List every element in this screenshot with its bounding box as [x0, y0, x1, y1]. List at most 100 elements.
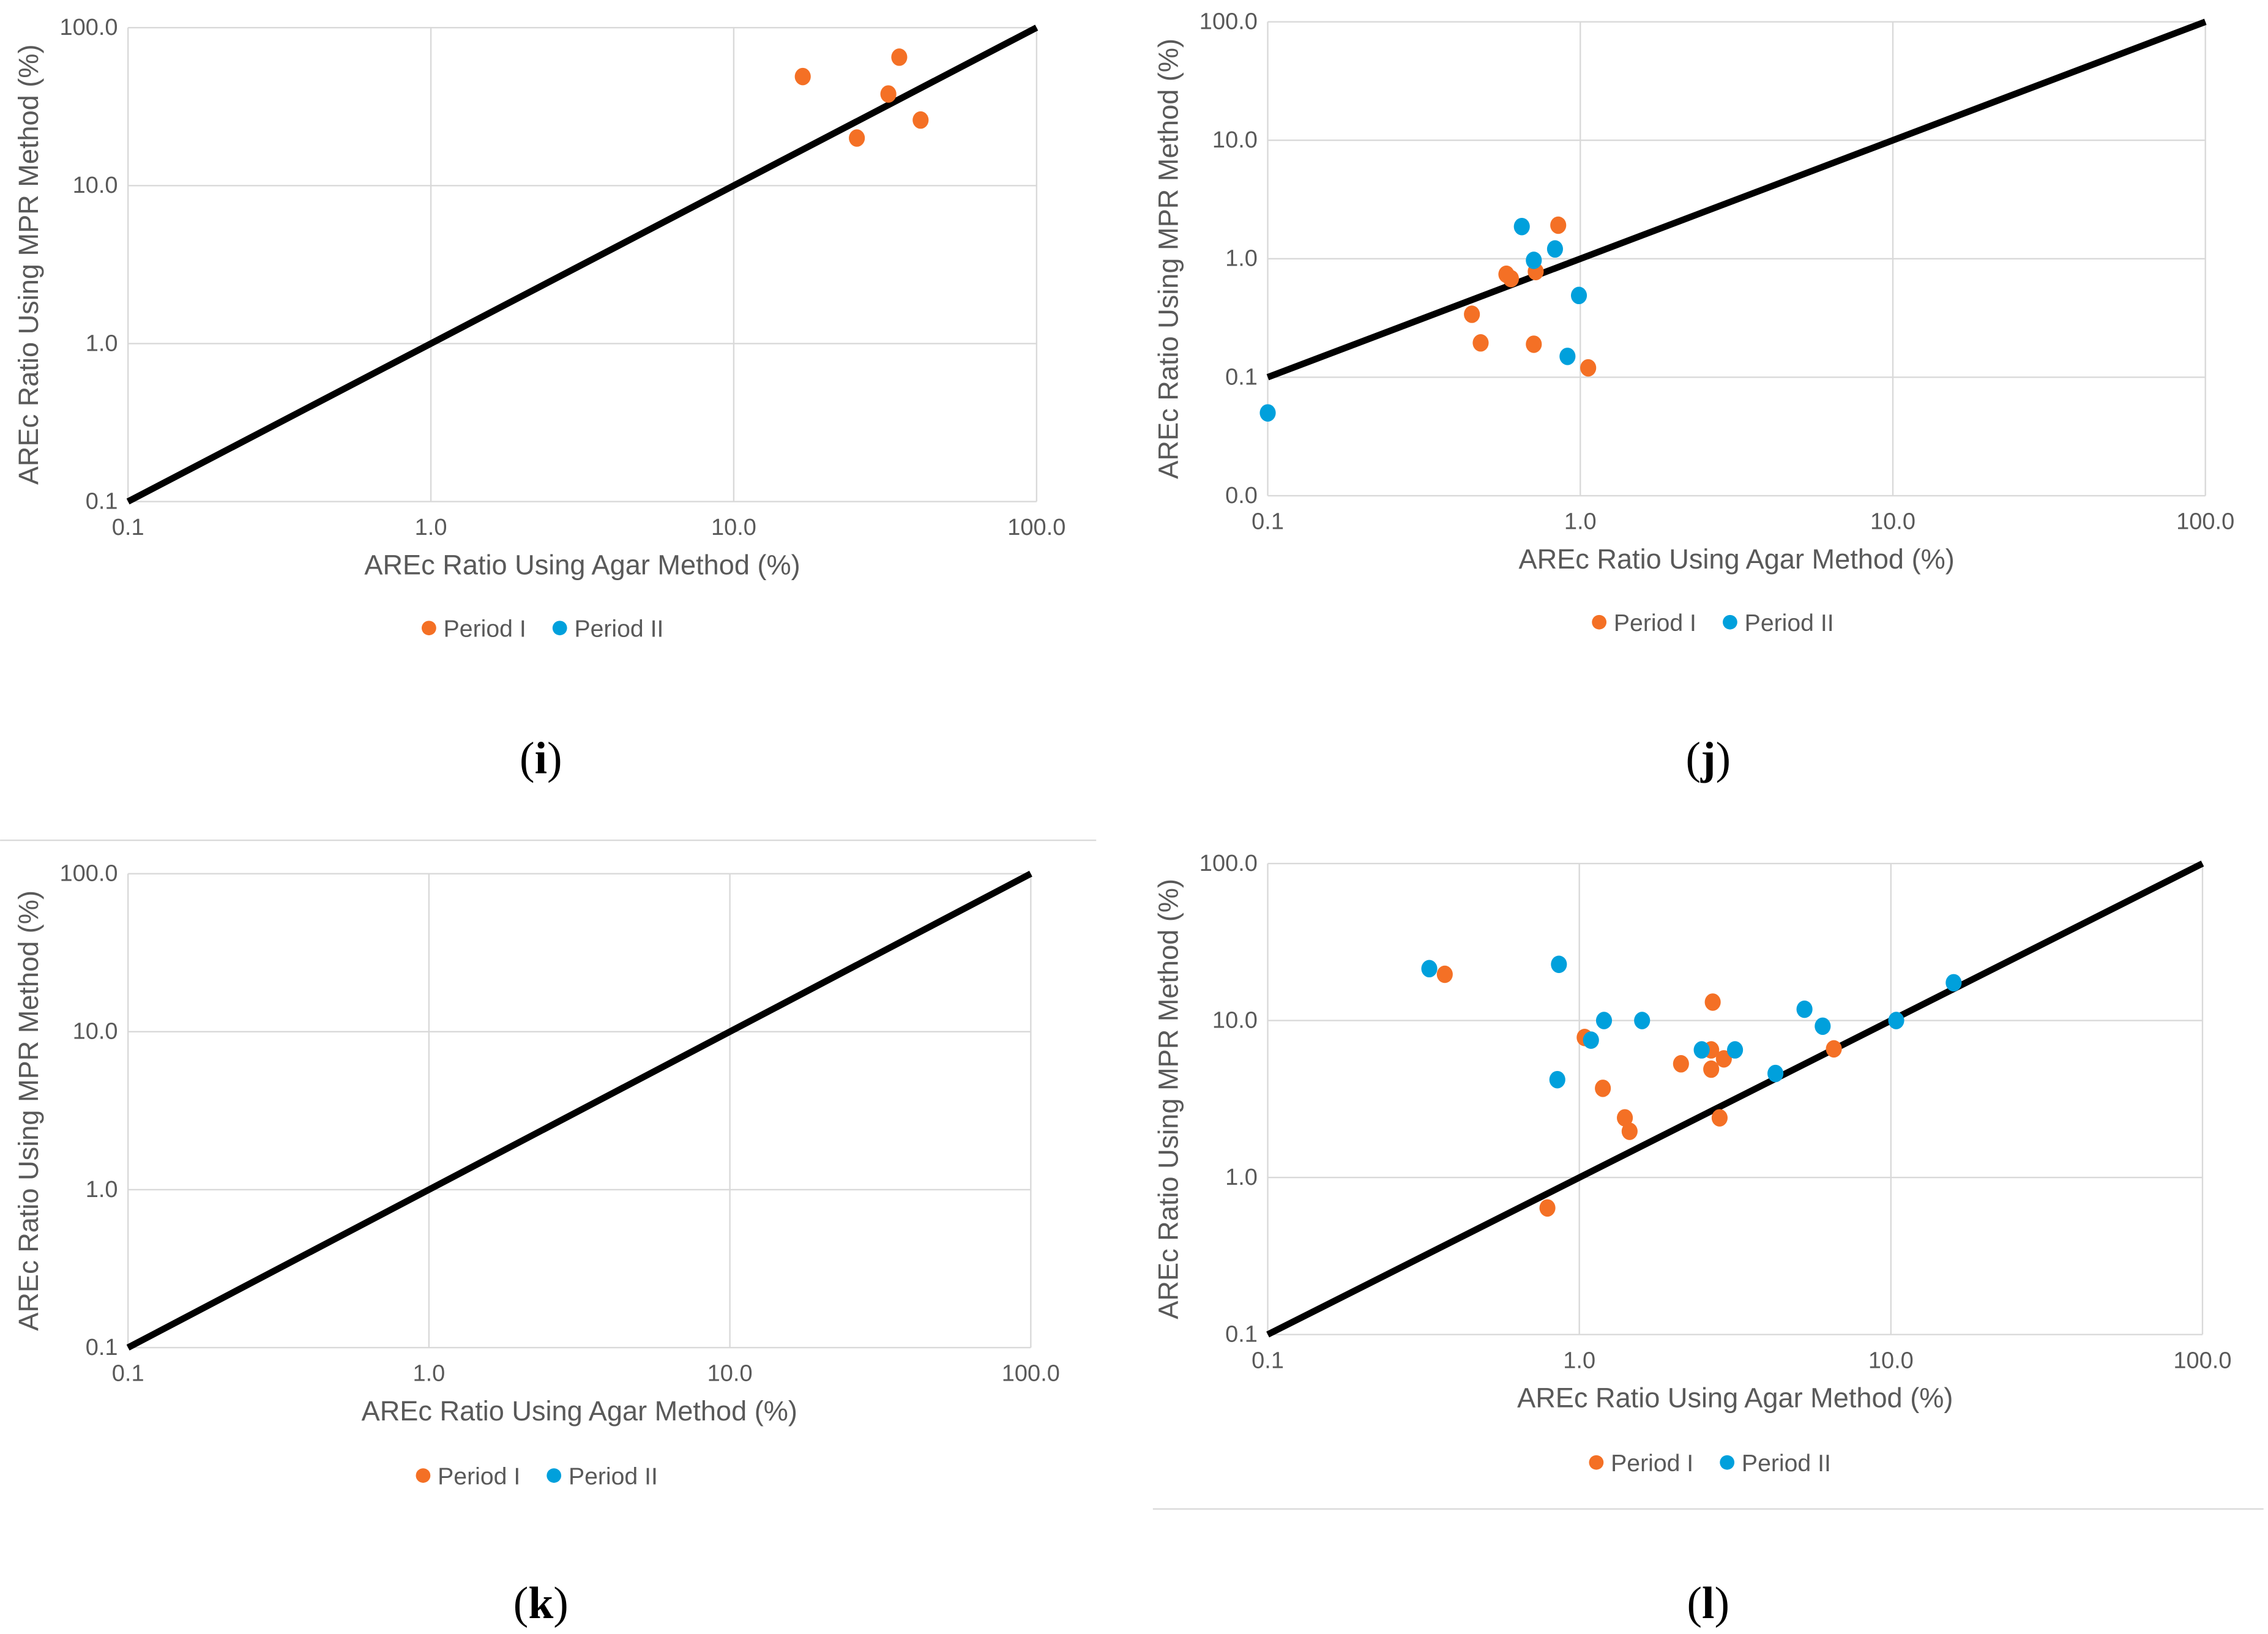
data-point-period-1	[1472, 334, 1489, 352]
y-tick-label: 0.0	[1225, 483, 1258, 509]
legend-label: Period I	[1611, 1450, 1693, 1477]
legend-label: Period I	[438, 1463, 520, 1490]
data-point-period-1	[1436, 965, 1453, 983]
x-tick-label: 1.0	[412, 1361, 445, 1387]
data-point-period-2	[1945, 974, 1962, 992]
data-point-period-1	[912, 111, 929, 129]
caption-paren-close: )	[1716, 733, 1731, 783]
legend-label: Period I	[1614, 610, 1696, 636]
chart-panel-i: 0.1 1.0 10.0 100.0 0.1 1.0 10.0 100.0 AREc Ratio…	[13, 15, 1065, 783]
data-point-period-2	[1421, 960, 1438, 978]
x-axis-title: AREc Ratio Using Agar Method (%)	[1517, 1382, 1953, 1413]
data-point-period-2	[1513, 217, 1530, 236]
x-tick-label: 10.0	[711, 515, 756, 540]
x-axis-title: AREc Ratio Using Agar Method (%)	[362, 1395, 797, 1427]
panel-caption: (i)	[520, 733, 562, 783]
data-point-period-2	[1551, 955, 1567, 973]
data-point-period-1	[1621, 1122, 1638, 1140]
legend: Period I Period II	[416, 1463, 658, 1490]
legend-marker-period-2	[546, 1468, 562, 1483]
y-tick-label: 1.0	[1225, 1165, 1258, 1190]
data-point-period-2	[1583, 1031, 1599, 1049]
legend-marker-period-2	[552, 621, 567, 636]
y-tick-label: 1.0	[86, 330, 118, 356]
caption-letter: l	[1702, 1578, 1714, 1628]
data-point-period-1	[1673, 1055, 1689, 1073]
data-point-period-1	[1502, 270, 1520, 288]
x-tick-label: 0.1	[112, 1361, 144, 1387]
data-point-period-2	[1559, 348, 1576, 365]
chart-panel-k: 0.1 1.0 10.0 100.0 0.1 1.0 10.0 100.0 AREc Ratio…	[13, 861, 1060, 1628]
x-axis-title: AREc Ratio Using Agar Method (%)	[1518, 543, 1954, 575]
panel-caption: (k)	[513, 1578, 569, 1628]
data-point-period-2	[1727, 1041, 1744, 1059]
data-point-period-1	[1711, 1109, 1728, 1127]
reference-line-y-equals-x	[1266, 860, 2204, 1338]
legend-label: Period I	[444, 616, 526, 642]
y-tick-label: 100.0	[1199, 9, 1258, 35]
data-point-period-1	[1464, 305, 1480, 323]
chart-panel-l: 0.1 1.0 10.0 100.0 0.1 1.0 10.0 100.0 AREc Ratio…	[1152, 851, 2231, 1628]
y-tick-label: 10.0	[73, 173, 118, 198]
caption-paren-close: )	[553, 1578, 569, 1628]
x-tick-label: 10.0	[1870, 509, 1915, 535]
legend-marker-period-1	[1592, 614, 1607, 630]
x-tick-label: 1.0	[415, 515, 447, 540]
data-point-period-2	[1767, 1064, 1784, 1083]
x-tick-label: 10.0	[707, 1361, 753, 1387]
reference-line-y-equals-x	[126, 24, 1039, 505]
data-point-period-2	[1546, 240, 1563, 258]
y-axis-title: AREc Ratio Using MPR Method (%)	[1152, 39, 1184, 479]
x-axis-title: AREc Ratio Using Agar Method (%)	[364, 549, 800, 580]
y-tick-label: 0.1	[1225, 1322, 1258, 1348]
y-tick-label: 100.0	[59, 861, 118, 887]
x-tick-label: 1.0	[1564, 509, 1597, 535]
legend: Period I Period II	[1589, 1450, 1831, 1477]
caption-paren-close: )	[1715, 1578, 1730, 1628]
data-point-period-1	[794, 67, 811, 86]
y-tick-label: 100.0	[1199, 851, 1258, 876]
x-tick-label: 100.0	[2176, 509, 2234, 535]
x-tick-label: 100.0	[1007, 515, 1065, 540]
y-tick-label: 0.1	[86, 1335, 118, 1360]
data-point-period-2	[1259, 404, 1276, 422]
panel-caption: (l)	[1687, 1578, 1730, 1628]
data-point-period-1	[880, 85, 897, 103]
x-tick-label: 0.1	[1252, 1348, 1284, 1373]
caption-paren-open: (	[520, 733, 535, 783]
legend-label: Period II	[1745, 610, 1834, 636]
y-tick-label: 0.1	[1225, 364, 1258, 390]
y-axis-title: AREc Ratio Using MPR Method (%)	[13, 44, 44, 485]
data-point-period-2	[1595, 1012, 1613, 1029]
data-point-period-2	[1888, 1012, 1904, 1029]
data-point-period-1	[1526, 335, 1542, 353]
x-tick-label: 1.0	[1563, 1348, 1595, 1373]
caption-paren-open: (	[1686, 733, 1701, 783]
y-tick-label: 1.0	[1225, 246, 1258, 272]
legend: Period I Period II	[1592, 610, 1834, 636]
y-tick-label: 100.0	[59, 15, 118, 40]
data-point-period-1	[1595, 1080, 1611, 1097]
data-point-period-1	[1703, 1060, 1720, 1078]
data-point-period-2	[1549, 1070, 1565, 1089]
y-tick-label: 10.0	[1212, 1007, 1258, 1033]
data-point-period-1	[891, 48, 908, 66]
legend-marker-period-1	[416, 1468, 431, 1483]
legend-marker-period-1	[1589, 1455, 1604, 1470]
caption-letter: k	[528, 1578, 553, 1628]
x-tick-label: 0.1	[1252, 509, 1284, 535]
data-point-period-2	[1570, 286, 1587, 305]
legend-label: Period II	[1742, 1450, 1831, 1477]
y-axis-title: AREc Ratio Using MPR Method (%)	[13, 890, 44, 1331]
legend-label: Period II	[574, 616, 663, 642]
legend-marker-period-1	[422, 621, 436, 636]
data-point-period-1	[1580, 359, 1597, 377]
reference-line-y-equals-x	[1266, 18, 2207, 381]
caption-paren-close: )	[547, 733, 562, 783]
legend-marker-period-2	[1720, 1455, 1735, 1470]
data-point-period-1	[849, 129, 865, 147]
x-tick-label: 100.0	[2173, 1348, 2231, 1373]
y-tick-label: 0.1	[86, 488, 118, 514]
